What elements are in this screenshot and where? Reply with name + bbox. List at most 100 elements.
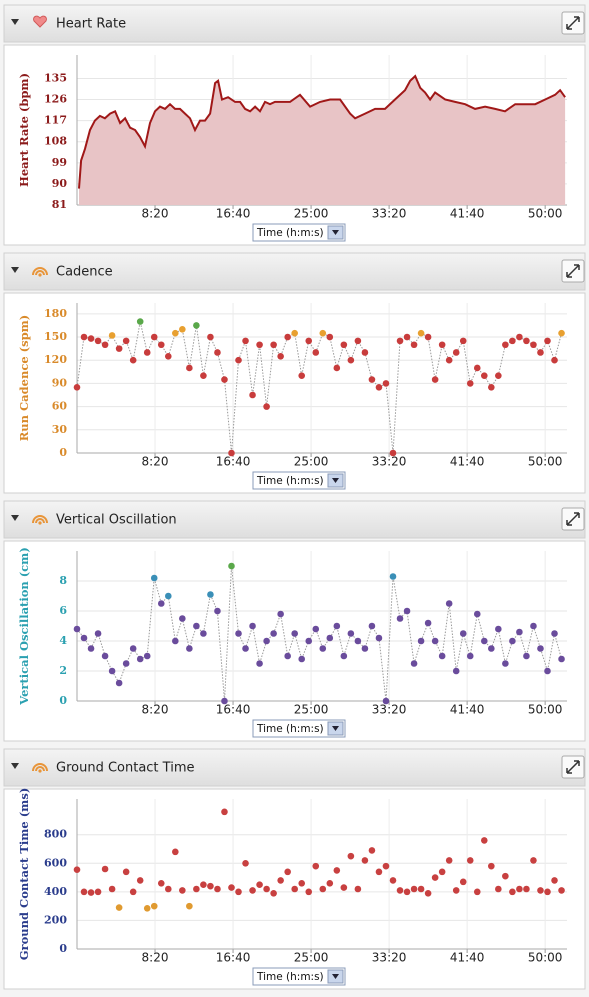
y-axis-label: Vertical Oscillation (cm) [17,547,31,706]
expand-icon [566,16,580,30]
point [319,329,327,337]
point [305,888,313,896]
point [312,625,320,633]
y-tick-label: 180 [44,307,67,320]
point [298,879,306,887]
point [122,660,130,667]
x-tick-label: 33:20 [372,951,407,965]
point [80,634,88,642]
point [473,364,481,372]
point [256,881,263,889]
sensor-icon [32,763,48,772]
point [150,333,158,341]
point [270,341,277,349]
collapse-toggle[interactable] [11,19,19,25]
point [523,885,530,893]
x-axis-select[interactable] [252,223,346,242]
expand-icon [566,264,580,278]
point [108,885,116,893]
x-axis-select[interactable] [252,719,346,738]
y-tick-label: 108 [44,135,67,148]
point [530,341,537,349]
point [150,902,158,910]
point [466,380,474,387]
point [340,652,348,660]
point [417,329,425,337]
point [382,380,390,387]
x-tick-label: 50:00 [528,455,563,469]
sensor-icon [32,267,48,276]
point [502,660,509,667]
x-tick-label: 16:40 [216,703,251,717]
select-arrow [332,230,339,235]
point [312,349,320,356]
point [516,628,523,636]
collapse-toggle[interactable] [11,763,19,769]
point [403,607,411,615]
point [157,879,165,887]
point [207,333,214,341]
point [305,337,313,345]
point [200,881,207,889]
chart-box [3,292,586,494]
point [115,345,123,352]
x-axis-select[interactable] [252,967,346,986]
collapse-toggle[interactable] [11,515,19,521]
point [502,872,509,880]
point [87,645,95,652]
point [228,562,235,570]
point [186,364,193,372]
x-tick-label: 8:20 [142,951,169,965]
point [466,652,474,660]
point [298,372,306,379]
point [537,887,544,894]
point [544,888,551,896]
point [263,885,270,893]
point [389,877,397,884]
y-tick-label: 117 [44,114,67,127]
y-tick-label: 0 [59,446,67,459]
point [396,887,404,894]
point [150,574,158,582]
point [235,356,242,364]
point [179,887,186,894]
point [445,857,453,864]
y-axis-label: Heart Rate (bpm) [17,73,31,187]
x-tick-label: 8:20 [142,455,169,469]
x-tick-label: 25:00 [294,703,329,717]
sensor-icon [32,515,48,524]
select-arrow [332,974,339,979]
connector-line [76,321,562,454]
point [459,878,467,886]
panel-title: Vertical Oscillation [56,513,177,528]
point [537,349,544,356]
point [87,889,95,896]
point [326,634,334,642]
point [354,637,362,645]
x-tick-label: 16:40 [216,455,251,469]
point [256,660,263,667]
collapse-toggle[interactable] [11,267,19,273]
point [410,885,418,893]
point [361,349,369,356]
point [361,645,369,652]
point [466,857,474,864]
point [235,630,242,637]
select-arrow [332,726,339,731]
point [551,877,558,884]
point [509,337,516,345]
panel-header [3,500,586,539]
point [193,322,200,329]
point [129,645,137,652]
point [438,341,446,349]
x-axis-select[interactable] [252,471,346,490]
point [172,637,179,645]
point [530,857,537,864]
area [79,76,566,205]
y-tick-label: 200 [44,913,67,926]
sensor-icon [38,521,42,525]
point [164,885,172,893]
point [452,887,460,894]
point [410,341,418,349]
